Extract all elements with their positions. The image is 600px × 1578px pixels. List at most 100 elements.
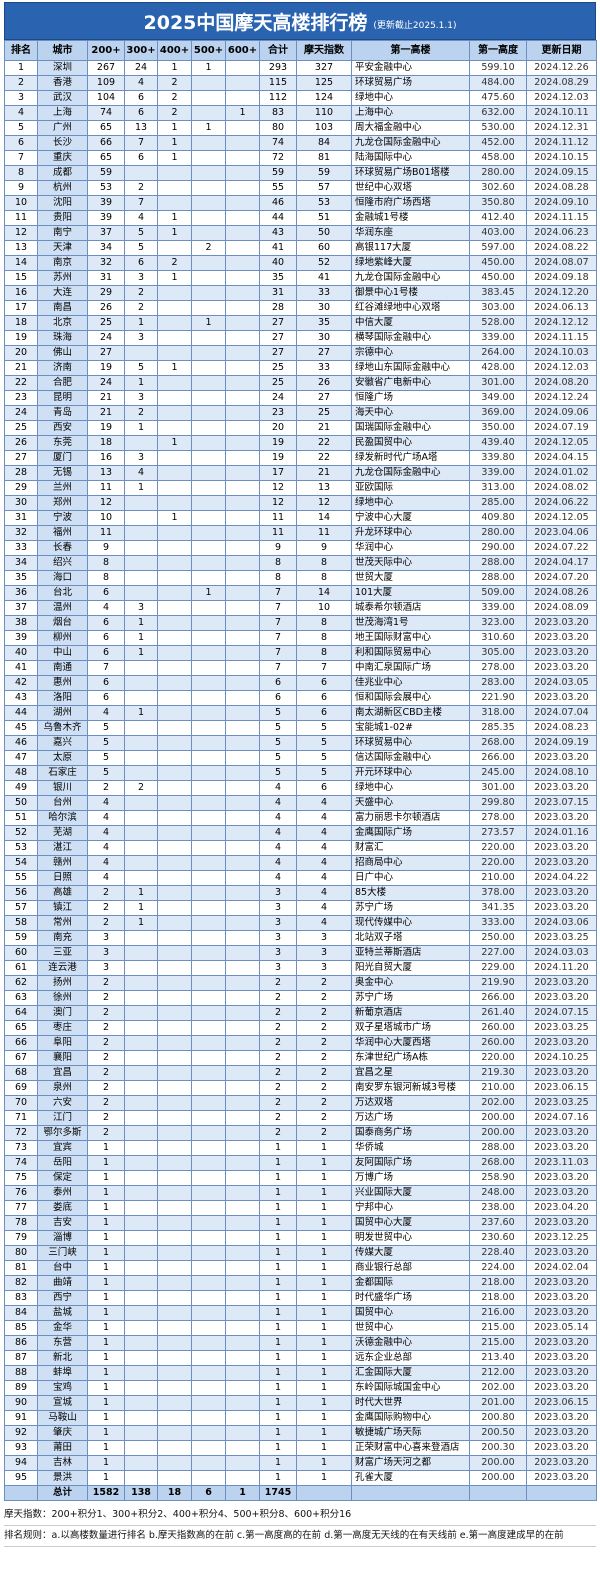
- cell: 65: [87, 120, 125, 136]
- cell: 国泰商务广场: [351, 1125, 470, 1141]
- cell: 2: [87, 975, 125, 991]
- cell: [191, 615, 226, 631]
- cell: [225, 675, 260, 691]
- table-row: 32 福州 11 11 11 升龙环球中心 280.00 2023.04.06: [4, 525, 597, 541]
- table-row: 70 六安 2 2 2 万达双塔 202.00 2023.03.25: [4, 1095, 597, 1111]
- cell: 4: [296, 840, 352, 856]
- cell: 1: [259, 1200, 297, 1216]
- cell: 1: [124, 915, 158, 931]
- total-cell: 18: [157, 1485, 192, 1501]
- cell: 81: [4, 1260, 38, 1276]
- cell: [225, 210, 260, 226]
- cell: [191, 1110, 226, 1126]
- cell: 260.00: [469, 1035, 527, 1051]
- cell: [225, 1110, 260, 1126]
- cell: 汇金国际大厦: [351, 1365, 470, 1381]
- cell: 452.00: [469, 135, 527, 151]
- cell: 亚欧国际: [351, 480, 470, 496]
- cell: 40: [4, 645, 38, 661]
- cell: 1: [124, 480, 158, 496]
- cell: [191, 1065, 226, 1081]
- cell: [124, 1440, 158, 1456]
- cell: 银川: [37, 780, 88, 796]
- cell: 27: [259, 345, 297, 361]
- cell: [191, 1350, 226, 1366]
- cell: 新葡京酒店: [351, 1005, 470, 1021]
- cell: 68: [4, 1065, 38, 1081]
- table-row: 42 惠州 6 6 6 佳兆业中心 283.00 2024.03.05: [4, 675, 597, 691]
- cell: [191, 1005, 226, 1021]
- cell: 2024.04.22: [526, 870, 597, 886]
- cell: [157, 945, 192, 961]
- cell: 218.00: [469, 1275, 527, 1291]
- cell: [124, 345, 158, 361]
- cell: [157, 1020, 192, 1036]
- cell: 1: [87, 1155, 125, 1171]
- cell: 350.00: [469, 420, 527, 436]
- cell: [191, 105, 226, 121]
- cell: 大连: [37, 285, 88, 301]
- cell: 2024.12.05: [526, 435, 597, 451]
- cell: 1: [191, 120, 226, 136]
- cell: 210.00: [469, 870, 527, 886]
- cell: 35: [4, 570, 38, 586]
- cell: [157, 405, 192, 421]
- cell: 4: [259, 795, 297, 811]
- cell: [157, 930, 192, 946]
- table-row: 83 西宁 1 1 1 时代盛华广场 218.00 2023.03.20: [4, 1290, 597, 1306]
- cell: 2: [4, 75, 38, 91]
- cell: 58: [4, 915, 38, 931]
- cell: 25: [296, 405, 352, 421]
- cell: [157, 1215, 192, 1231]
- cell: 新北: [37, 1350, 88, 1366]
- cell: [157, 555, 192, 571]
- cell: 镇江: [37, 900, 88, 916]
- cell: 上海: [37, 105, 88, 121]
- cell: 8: [87, 555, 125, 571]
- cell: 2023.05.14: [526, 1320, 597, 1336]
- cell: 1: [296, 1455, 352, 1471]
- cell: [191, 255, 226, 271]
- cell: 北站双子塔: [351, 930, 470, 946]
- cell: 1: [157, 120, 192, 136]
- cell: 110: [296, 105, 352, 121]
- cell: 34: [87, 240, 125, 256]
- cell: [124, 1215, 158, 1231]
- cell: 24: [87, 375, 125, 391]
- cell: 33: [4, 540, 38, 556]
- cell: [124, 945, 158, 961]
- cell: 4: [296, 885, 352, 901]
- cell: 2: [157, 75, 192, 91]
- cell: 1: [296, 1335, 352, 1351]
- cell: 2023.03.20: [526, 885, 597, 901]
- cell: [157, 465, 192, 481]
- table-row: 25 西安 19 1 20 21 国瑞国际金融中心 350.00 2024.07.19: [4, 420, 597, 436]
- cell: 5: [296, 735, 352, 751]
- cell: 周大福金融中心: [351, 120, 470, 136]
- cell: 5: [124, 240, 158, 256]
- cell: 475.60: [469, 90, 527, 106]
- cell: 南安罗东银河新城3号楼: [351, 1080, 470, 1096]
- cell: 2: [259, 1095, 297, 1111]
- cell: 6: [124, 90, 158, 106]
- cell: 341.35: [469, 900, 527, 916]
- cell: 8: [296, 615, 352, 631]
- table-row: 57 镇江 2 1 3 4 苏宁广场 341.35 2023.03.20: [4, 900, 597, 916]
- cell: [157, 1125, 192, 1141]
- cell: [191, 540, 226, 556]
- total-cell: 1: [225, 1485, 260, 1501]
- cell: 宁波: [37, 510, 88, 526]
- table-row: 64 澳门 2 2 2 新葡京酒店 261.40 2024.07.15: [4, 1005, 597, 1021]
- table-row: 49 银川 2 2 4 6 绿地中心 301.00 2023.03.20: [4, 780, 597, 796]
- cell: [225, 720, 260, 736]
- cell: 33: [296, 285, 352, 301]
- cell: 9: [296, 540, 352, 556]
- cell: [157, 525, 192, 541]
- cell: 2024.12.03: [526, 360, 597, 376]
- table-row: 16 大连 29 2 31 33 御景中心1号楼 383.45 2024.12.20: [4, 285, 597, 301]
- cell: 109: [87, 75, 125, 91]
- cell: 74: [4, 1155, 38, 1171]
- cell: [191, 1320, 226, 1336]
- total-cell: [469, 1485, 527, 1501]
- cell: 1: [124, 645, 158, 661]
